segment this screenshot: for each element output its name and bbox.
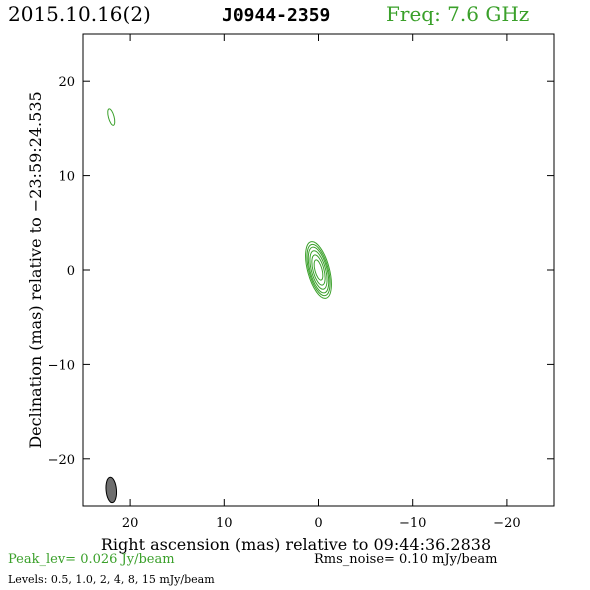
contour-levels: Levels: 0.5, 1.0, 2, 4, 8, 15 mJy/beam — [8, 573, 215, 586]
x-axis-label: Right ascension (mas) relative to 09:44:… — [101, 535, 491, 554]
contour-level — [309, 250, 328, 290]
contour-level — [311, 254, 326, 286]
axis-ticks — [83, 34, 554, 506]
y-tick-label: −20 — [48, 453, 75, 468]
y-tick-label: 10 — [58, 170, 75, 185]
contour-level — [307, 246, 330, 294]
frequency: Freq: 7.6 GHz — [386, 2, 530, 26]
y-tick-label: 20 — [58, 75, 75, 90]
observation-date: 2015.10.16(2) — [8, 2, 151, 26]
x-tick-label: 0 — [314, 516, 322, 531]
secondary-contour — [107, 108, 116, 126]
x-tick-label: −20 — [493, 516, 520, 531]
beam — [105, 476, 118, 504]
secondary-feature — [107, 108, 116, 126]
source-name: J0944-2359 — [222, 5, 331, 26]
x-tick-labels: 20 10 0 −10 −20 — [122, 516, 521, 531]
core-contours — [305, 241, 332, 299]
contour-level — [313, 259, 324, 281]
y-tick-labels: −20 −10 0 10 20 — [48, 75, 75, 468]
y-axis-label: Declination (mas) relative to −23:59:24.… — [26, 91, 45, 448]
plot-frame — [82, 33, 555, 507]
contour-level — [305, 241, 332, 299]
y-tick-label: −10 — [48, 358, 75, 373]
beam-ellipse — [105, 476, 118, 504]
x-tick-label: −10 — [399, 516, 426, 531]
x-tick-label: 20 — [122, 516, 139, 531]
y-tick-label: 0 — [67, 264, 75, 279]
peak-level: Peak_lev= 0.026 Jy/beam — [8, 552, 175, 567]
contour-level — [306, 243, 331, 297]
rms-noise: Rms_noise= 0.10 mJy/beam — [314, 552, 498, 567]
x-tick-label: 10 — [216, 516, 233, 531]
